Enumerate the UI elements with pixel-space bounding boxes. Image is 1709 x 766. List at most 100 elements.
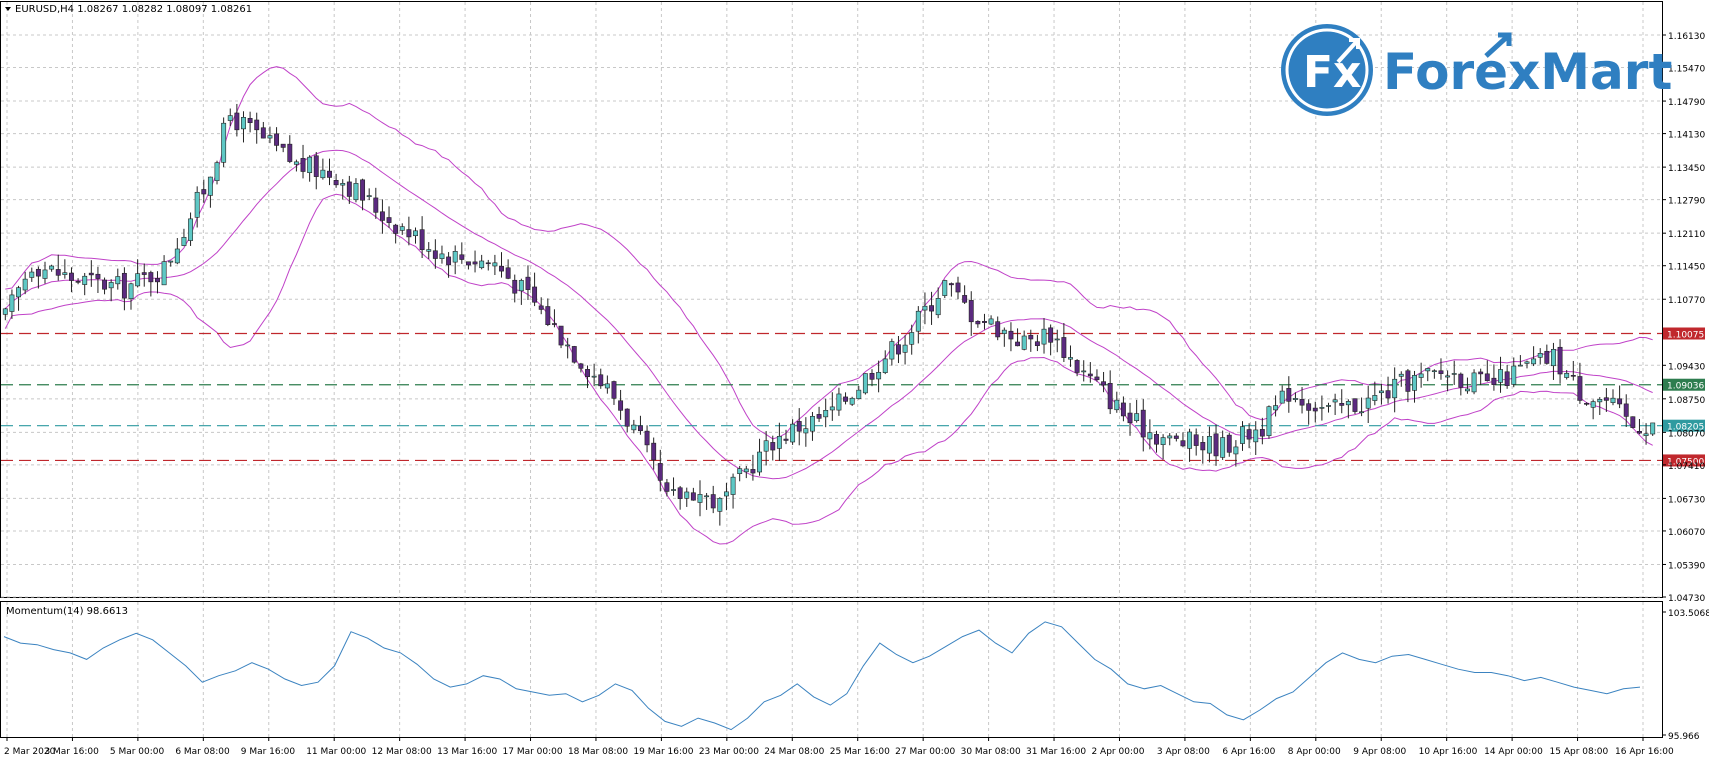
candle xyxy=(1101,371,1107,393)
bearish-candle-body xyxy=(88,272,94,276)
time-axis-label: 9 Apr 08:00 xyxy=(1353,747,1406,757)
time-axis-label: 25 Mar 16:00 xyxy=(830,747,890,757)
bearish-candle-body xyxy=(141,272,147,275)
candle xyxy=(1597,397,1603,415)
bullish-candle-body xyxy=(1233,446,1239,455)
bullish-candle-body xyxy=(915,310,921,332)
bullish-candle-body xyxy=(1345,401,1351,406)
time-axis-label: 30 Mar 08:00 xyxy=(961,747,1021,757)
bearish-candle-body xyxy=(499,265,504,272)
bullish-candle-body xyxy=(697,494,703,503)
bullish-candle-body xyxy=(730,476,736,495)
bearish-candle-body xyxy=(1213,433,1219,457)
candle xyxy=(1028,329,1034,352)
bearish-candle-body xyxy=(1617,398,1623,405)
horizontal-levels[interactable] xyxy=(1,332,1662,462)
momentum-series-line xyxy=(3,621,1641,731)
candle xyxy=(479,254,485,270)
candle xyxy=(1107,370,1113,415)
candle xyxy=(1551,342,1556,380)
candle xyxy=(955,276,961,300)
candle xyxy=(1154,430,1159,453)
candle xyxy=(1603,388,1609,412)
candle xyxy=(1312,401,1318,423)
bullish-candle-body xyxy=(82,275,88,285)
candle xyxy=(452,245,458,275)
candle xyxy=(598,368,604,389)
candle xyxy=(657,449,663,492)
bearish-candle-body xyxy=(975,320,981,325)
candle xyxy=(439,245,445,264)
bullish-candle-body xyxy=(1167,435,1173,439)
candle xyxy=(406,216,412,246)
candle xyxy=(333,173,339,188)
bearish-candle-body xyxy=(234,112,240,131)
bullish-candle-body xyxy=(1206,436,1212,454)
bearish-candle-body xyxy=(982,321,987,323)
candle xyxy=(1372,381,1378,406)
candle xyxy=(750,454,756,481)
bearish-candle-body xyxy=(472,261,478,265)
candle xyxy=(1570,360,1576,381)
bearish-candle-body xyxy=(406,229,412,238)
bearish-candle-body xyxy=(121,272,127,299)
candle xyxy=(88,260,94,287)
candle xyxy=(307,155,313,182)
bullish-candle-body xyxy=(724,491,729,497)
candle xyxy=(1134,399,1140,423)
candle xyxy=(62,259,68,279)
candle xyxy=(518,278,524,305)
bollinger-middle-band xyxy=(4,149,1653,480)
candle xyxy=(1498,356,1503,393)
candle xyxy=(1120,396,1126,422)
candle xyxy=(783,429,789,445)
candle xyxy=(1339,389,1345,414)
bullish-candle-body xyxy=(1081,370,1087,373)
bullish-candle-body xyxy=(1273,405,1279,411)
candle xyxy=(968,291,974,336)
bearish-candle-body xyxy=(512,279,518,294)
candle xyxy=(1365,385,1371,423)
bullish-candle-body xyxy=(743,468,749,473)
candle xyxy=(121,267,127,311)
bearish-candle-body xyxy=(664,482,670,492)
bullish-candle-body xyxy=(181,236,187,246)
bearish-candle-body xyxy=(538,305,544,310)
candle xyxy=(1431,369,1437,379)
candle xyxy=(532,272,538,307)
candle xyxy=(1266,405,1272,439)
time-axis-label: 3 Mar 16:00 xyxy=(44,747,99,757)
bearish-candle-body xyxy=(869,373,875,380)
candle xyxy=(366,188,372,201)
momentum-axis[interactable]: 103.5068 95.966 xyxy=(1662,609,1709,742)
candle xyxy=(353,178,359,203)
bearish-candle-body xyxy=(651,442,657,461)
bearish-candle-body xyxy=(1478,371,1484,375)
candle xyxy=(1650,422,1656,436)
bearish-candle-body xyxy=(657,463,663,481)
candle xyxy=(1147,419,1153,450)
bullish-candle-body xyxy=(1531,358,1537,365)
candle xyxy=(379,199,385,234)
candle xyxy=(1537,348,1543,365)
bearish-candle-body xyxy=(624,408,630,427)
bearish-candle-body xyxy=(1246,429,1252,440)
bearish-candle-body xyxy=(1491,377,1497,385)
level-price-label: 1.10075 xyxy=(1667,331,1704,341)
candle xyxy=(1531,346,1537,367)
bullish-candle-body xyxy=(1187,431,1193,449)
bollinger-lower-band xyxy=(4,193,1653,545)
bearish-candle-body xyxy=(598,374,604,387)
price-axis[interactable]: 1.10075 1.09036 1.08205 1.07500 1.16130 1.154… xyxy=(1662,32,1705,604)
bullish-candle-body xyxy=(1425,368,1431,372)
bearish-candle-body xyxy=(1544,350,1550,364)
candle xyxy=(1114,391,1120,413)
bullish-candle-body xyxy=(320,169,326,179)
bearish-candle-body xyxy=(69,272,74,281)
candle xyxy=(393,223,399,244)
bullish-candle-body xyxy=(1359,411,1365,414)
